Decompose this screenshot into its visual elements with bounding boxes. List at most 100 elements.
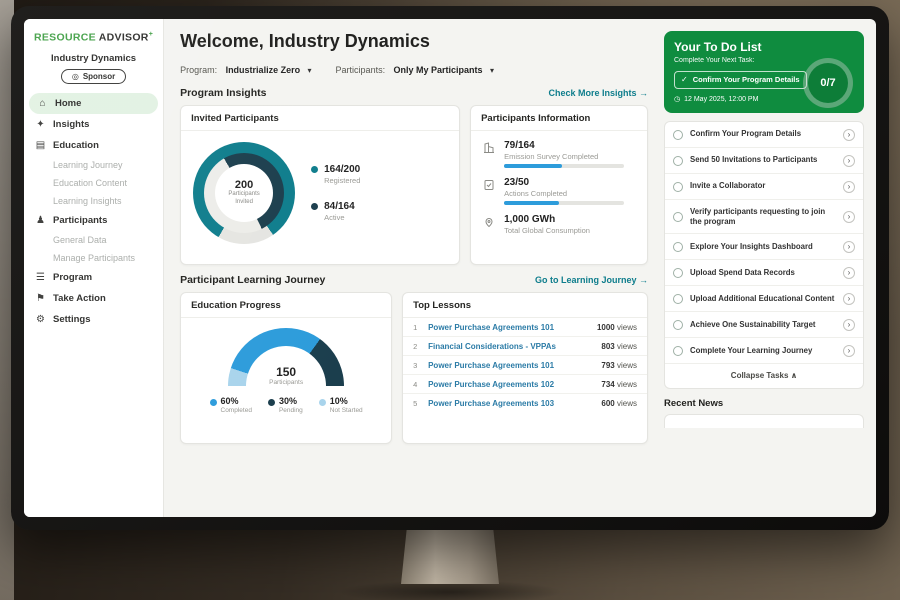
- go-to-learning-journey-link[interactable]: Go to Learning Journey →: [535, 275, 648, 285]
- chevron-right-icon[interactable]: ›: [843, 128, 855, 141]
- task-row[interactable]: Invite a Collaborator ›: [665, 174, 863, 200]
- program-icon: ☰: [36, 271, 45, 283]
- chevron-right-icon[interactable]: ›: [843, 344, 855, 357]
- task-row[interactable]: Send 50 Invitations to Participants ›: [665, 148, 863, 174]
- sidebar-item-take-action[interactable]: ⚑ Take Action: [24, 288, 163, 309]
- progress-fill: [504, 164, 562, 168]
- chevron-right-icon[interactable]: ›: [843, 292, 855, 305]
- program-filter[interactable]: Program: Industrialize Zero ▾: [180, 60, 311, 78]
- info-label: Total Global Consumption: [504, 226, 590, 235]
- info-value: 23/50: [504, 177, 530, 188]
- lesson-link[interactable]: Power Purchase Agreements 101: [428, 322, 555, 332]
- lesson-link[interactable]: Power Purchase Agreements 102: [428, 379, 555, 389]
- task-checkbox[interactable]: [673, 129, 683, 140]
- task-checkbox[interactable]: [673, 155, 683, 166]
- chevron-right-icon[interactable]: ›: [843, 318, 855, 331]
- chevron-right-icon[interactable]: ›: [843, 240, 855, 253]
- invited-participants-card: Invited Participants 200 Participants In…: [180, 105, 461, 265]
- insights-icon: ✦: [36, 118, 45, 130]
- task-row[interactable]: Achieve One Sustainability Target ›: [665, 312, 863, 339]
- sidebar-item-general-data[interactable]: General Data: [53, 234, 107, 245]
- collapse-tasks-button[interactable]: Collapse Tasks ∧: [665, 364, 863, 388]
- sidebar-item-home[interactable]: ⌂ Home: [29, 92, 159, 114]
- sidebar-item-participants[interactable]: ♟ Participants: [24, 210, 163, 231]
- task-label: Verify participants requesting to join t…: [690, 206, 826, 226]
- education-gauge: 150 Participants: [228, 328, 345, 386]
- donut-center: 200 Participants Invited: [215, 164, 274, 222]
- participants-filter[interactable]: Participants: Only My Participants ▾: [336, 60, 494, 78]
- todo-progress-value: 0/7: [820, 77, 836, 89]
- lesson-row[interactable]: 3 Power Purchase Agreements 101 793 view…: [403, 356, 647, 375]
- task-row[interactable]: Verify participants requesting to join t…: [665, 200, 863, 235]
- lesson-row[interactable]: 1 Power Purchase Agreements 101 1000 vie…: [403, 318, 647, 337]
- donut-legend: 164/200 Registered 84/164 Active: [311, 164, 360, 222]
- chevron-right-icon[interactable]: ›: [843, 210, 855, 223]
- legend-not-started: 10% Not Started: [318, 396, 363, 414]
- donut-center-value: 200: [234, 179, 254, 192]
- lesson-row[interactable]: 4 Power Purchase Agreements 102 734 view…: [403, 375, 647, 394]
- lesson-link[interactable]: Power Purchase Agreements 101: [428, 360, 555, 370]
- task-label: Upload Additional Educational Content: [690, 293, 835, 303]
- task-checkbox[interactable]: [673, 319, 683, 330]
- task-row[interactable]: Complete Your Learning Journey ›: [665, 338, 863, 365]
- todo-panel: Your To Do List Complete Your Next Task:…: [660, 19, 876, 517]
- sidebar: RESOURCE ADVISOR+ Industry Dynamics ◎ Sp…: [24, 19, 165, 517]
- legend-value: 60%: [220, 396, 239, 406]
- todo-summary-card: Your To Do List Complete Your Next Task:…: [664, 31, 864, 113]
- sidebar-item-education[interactable]: ▤ Education: [24, 135, 163, 156]
- sidebar-item-learning-journey[interactable]: Learning Journey: [53, 159, 123, 170]
- lesson-rank: 2: [413, 341, 418, 351]
- info-label: Emission Survey Completed: [504, 152, 599, 161]
- legend-completed: 60% Completed: [209, 396, 252, 414]
- info-label: Actions Completed: [504, 189, 568, 198]
- logo-plus: +: [148, 31, 154, 38]
- lesson-link[interactable]: Power Purchase Agreements 103: [428, 398, 555, 408]
- card-title: Participants Information: [471, 106, 647, 131]
- top-lessons-card: Top Lessons 1 Power Purchase Agreements …: [402, 292, 648, 444]
- lesson-row[interactable]: 5 Power Purchase Agreements 103 600 view…: [403, 394, 647, 412]
- link-label: Go to Learning Journey: [534, 275, 637, 285]
- task-row[interactable]: Upload Spend Data Records ›: [665, 260, 863, 287]
- legend-registered: 164/200 Registered: [311, 164, 360, 185]
- sidebar-item-insights[interactable]: ✦ Insights: [24, 114, 163, 135]
- sidebar-item-program[interactable]: ☰ Program: [24, 267, 163, 288]
- sidebar-item-manage-participants[interactable]: Manage Participants: [53, 252, 136, 263]
- lesson-row[interactable]: 2 Financial Considerations - VPPAs 803 v…: [403, 337, 647, 356]
- task-row[interactable]: Confirm Your Program Details ›: [665, 122, 863, 148]
- invited-donut-inner: 200 Participants Invited: [204, 153, 285, 233]
- task-checkbox[interactable]: [673, 241, 683, 252]
- task-checkbox[interactable]: [673, 293, 683, 304]
- chevron-right-icon[interactable]: ›: [843, 266, 855, 279]
- task-row[interactable]: Upload Additional Educational Content ›: [665, 286, 863, 313]
- sidebar-item-label: Education: [53, 139, 99, 151]
- legend-dot-not-started: [318, 398, 326, 406]
- check-more-insights-link[interactable]: Check More Insights →: [548, 88, 648, 98]
- next-task-chip[interactable]: ✓ Confirm Your Program Details: [674, 71, 807, 89]
- sidebar-item-settings[interactable]: ⚙ Settings: [24, 309, 163, 330]
- legend-value: 10%: [329, 396, 348, 406]
- participants-information-card: Participants Information 79/164 Emission…: [470, 105, 648, 265]
- chevron-right-icon[interactable]: ›: [843, 154, 855, 167]
- task-checkbox[interactable]: [673, 345, 683, 356]
- task-checkbox[interactable]: [673, 211, 683, 222]
- monitor-bezel: RESOURCE ADVISOR+ Industry Dynamics ◎ Sp…: [11, 6, 889, 530]
- account-name: Industry Dynamics: [51, 52, 137, 64]
- checklist-icon: [483, 177, 496, 205]
- task-row[interactable]: Explore Your Insights Dashboard ›: [665, 234, 863, 261]
- lesson-link[interactable]: Financial Considerations - VPPAs: [428, 341, 556, 351]
- task-checkbox[interactable]: [673, 181, 683, 192]
- lesson-rank: 4: [413, 379, 418, 389]
- section-title-learning-journey: Participant Learning Journey: [180, 274, 326, 286]
- participants-icon: ♟: [36, 214, 45, 226]
- recent-news-title: Recent News: [664, 398, 724, 410]
- task-checkbox[interactable]: [673, 267, 683, 278]
- take-action-icon: ⚑: [36, 292, 45, 304]
- legend-value: 164/200: [324, 164, 361, 175]
- task-label: Explore Your Insights Dashboard: [690, 241, 813, 251]
- sidebar-item-learning-insights[interactable]: Learning Insights: [53, 195, 122, 206]
- sponsor-badge[interactable]: ◎ Sponsor: [60, 68, 127, 84]
- arrow-right-icon: →: [639, 275, 648, 285]
- chevron-right-icon[interactable]: ›: [843, 180, 855, 193]
- page-title: Welcome, Industry Dynamics: [180, 31, 430, 51]
- sidebar-item-education-content[interactable]: Education Content: [53, 177, 128, 188]
